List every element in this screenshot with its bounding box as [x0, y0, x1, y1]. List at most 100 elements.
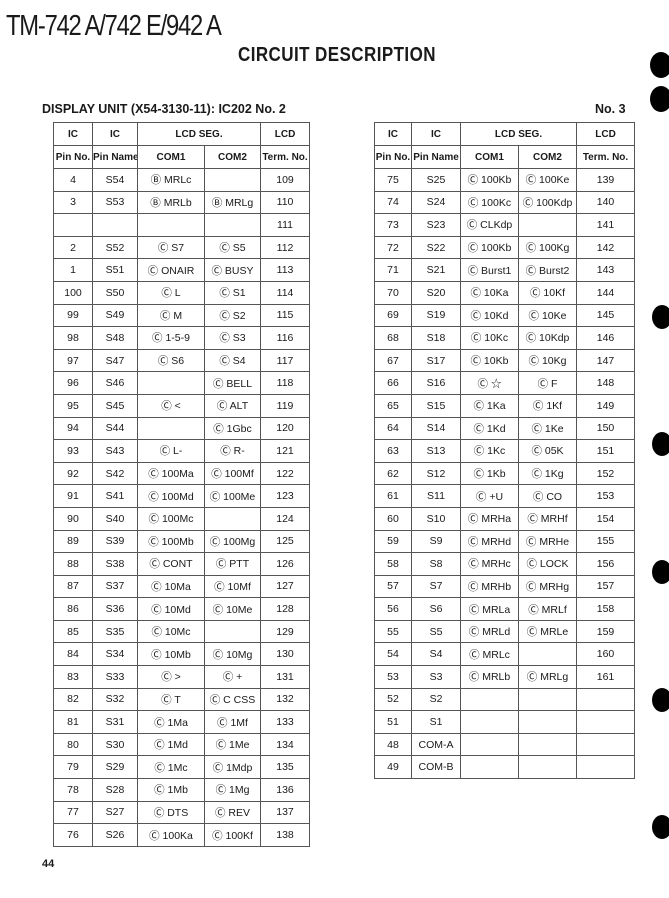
cell-pin-no: 100: [53, 280, 93, 305]
cell-com2: Ⓒ S5: [203, 235, 262, 260]
cell-com1: Ⓒ M: [137, 303, 205, 328]
ic202-table-no2: IC IC LCD SEG. LCD Pin No. Pin Name COM1…: [53, 122, 311, 847]
cell-pin-no: 61: [374, 484, 412, 508]
cell-com1: Ⓑ MRLc: [137, 168, 205, 192]
cell-term-no: 109: [260, 168, 311, 192]
cell-term-no: 128: [260, 597, 311, 621]
cell-pin-no: 96: [53, 371, 93, 395]
cell-com2: Ⓒ Burst2: [517, 258, 578, 282]
cell-pin-name: S54: [92, 168, 138, 192]
cell-com2: [517, 687, 578, 712]
table-row: 3 S53 Ⓑ MRLb Ⓑ MRLg 110: [53, 190, 311, 215]
table-row: 87 S37 Ⓒ 10Ma Ⓒ 10Mf 127: [53, 574, 311, 599]
cell-pin-no: 97: [53, 348, 93, 373]
cell-pin-name: S4: [411, 642, 461, 667]
cell-com2: [517, 755, 578, 780]
cell-pin-name: S32: [92, 687, 138, 712]
cell-pin-no: 55: [374, 619, 412, 644]
ic202-table-no3: IC IC LCD SEG. LCD Pin No. Pin Name COM1…: [374, 122, 636, 780]
cell-com2: Ⓒ 1Kg: [517, 461, 578, 486]
table-row: 2 S52 Ⓒ S7 Ⓒ S5 112: [53, 235, 311, 260]
table-row: 79 S29 Ⓒ 1Mc Ⓒ 1Mdp 135: [53, 755, 311, 780]
cell-com1: Ⓒ 100Ka: [137, 823, 205, 847]
cell-term-no: 158: [576, 597, 636, 621]
table-row: 82 S32 Ⓒ T Ⓒ C CSS 132: [53, 687, 311, 712]
cell-pin-name: S29: [92, 755, 138, 780]
table-row: 96 S46 Ⓒ BELL 118: [53, 371, 311, 395]
cell-pin-name: S13: [411, 439, 461, 463]
cell-term-no: 121: [260, 439, 311, 463]
cell-com2: Ⓒ MRHf: [517, 506, 578, 531]
cell-com2: Ⓒ MRLg: [517, 665, 578, 689]
cell-pin-name: S39: [92, 529, 138, 554]
col-pin-name: Pin Name: [92, 145, 138, 169]
table-row: 63 S13 Ⓒ 1Kc Ⓒ 05K 151: [374, 439, 636, 463]
cell-com1: Ⓒ 100Kc: [460, 190, 519, 215]
table-row: 81 S31 Ⓒ 1Ma Ⓒ 1Mf 133: [53, 710, 311, 734]
cell-com2: Ⓒ 10Kf: [517, 280, 578, 305]
cell-term-no: 132: [260, 687, 311, 712]
col-lcd: LCD: [260, 122, 311, 146]
cell-term-no: 143: [576, 258, 636, 282]
cell-com1: Ⓒ MRHd: [460, 529, 519, 554]
cell-pin-name: [92, 213, 138, 237]
section-title: CIRCUIT DESCRIPTION: [238, 44, 436, 66]
cell-pin-name: S43: [92, 439, 138, 463]
table-row: 97 S47 Ⓒ S6 Ⓒ S4 117: [53, 348, 311, 373]
cell-pin-no: 90: [53, 506, 93, 531]
cell-term-no: 133: [260, 710, 311, 734]
cell-pin-name: S41: [92, 484, 138, 508]
cell-term-no: 148: [576, 371, 636, 395]
cell-pin-name: S46: [92, 371, 138, 395]
cell-term-no: 114: [260, 280, 311, 305]
cell-com1: Ⓒ 1Ka: [460, 393, 519, 418]
col-lcd: LCD: [576, 122, 636, 146]
cell-term-no: 126: [260, 552, 311, 576]
cell-pin-name: S8: [411, 552, 461, 576]
cell-com1: Ⓒ <: [137, 393, 205, 418]
cell-pin-name: S30: [92, 732, 138, 757]
col-com1: COM1: [137, 145, 205, 169]
cell-com1: Ⓒ 100Kb: [460, 168, 519, 192]
cell-pin-no: 63: [374, 439, 412, 463]
cell-com1: Ⓒ ☆: [460, 371, 519, 395]
cell-pin-name: S17: [411, 348, 461, 373]
cell-pin-name: S21: [411, 258, 461, 282]
cell-term-no: 153: [576, 484, 636, 508]
cell-pin-no: 70: [374, 280, 412, 305]
table-row: 94 S44 Ⓒ 1Gbc 120: [53, 416, 311, 441]
cell-pin-no: 4: [53, 168, 93, 192]
cell-pin-name: S22: [411, 235, 461, 260]
cell-com1: Ⓑ MRLb: [137, 190, 205, 215]
cell-com2: Ⓒ 10Kg: [517, 348, 578, 373]
cell-pin-no: 73: [374, 213, 412, 237]
cell-com1: Ⓒ MRLa: [460, 597, 519, 621]
cell-term-no: 117: [260, 348, 311, 373]
cell-pin-no: 99: [53, 303, 93, 328]
cell-term-no: 131: [260, 665, 311, 689]
cell-pin-no: 91: [53, 484, 93, 508]
cell-com1: Ⓒ 1Md: [137, 732, 205, 757]
cell-term-no: [576, 755, 636, 780]
cell-com1: Ⓒ MRLc: [460, 642, 519, 667]
cell-com2: Ⓒ R-: [203, 439, 262, 463]
cell-pin-no: 65: [374, 393, 412, 418]
cell-com1: [137, 371, 205, 395]
cell-com1: Ⓒ 100Kb: [460, 235, 519, 260]
cell-com2: Ⓒ 100Mf: [203, 461, 262, 486]
cell-term-no: 134: [260, 732, 311, 757]
cell-pin-no: 85: [53, 619, 93, 644]
cell-term-no: [576, 732, 636, 757]
cell-com1: Ⓒ L-: [137, 439, 205, 463]
cell-pin-no: 89: [53, 529, 93, 554]
table-row: 66 S16 Ⓒ ☆ Ⓒ F 148: [374, 371, 636, 395]
cell-com2: Ⓒ 1Kf: [517, 393, 578, 418]
table-row: 88 S38 Ⓒ CONT Ⓒ PTT 126: [53, 552, 311, 576]
cell-com2: Ⓒ 1Gbc: [203, 416, 262, 441]
cell-com2: Ⓒ 1Mf: [203, 710, 262, 734]
table-row: 4 S54 Ⓑ MRLc 109: [53, 168, 311, 192]
cell-pin-name: S38: [92, 552, 138, 576]
col-ic: IC: [53, 122, 93, 146]
cell-com1: Ⓒ 10Md: [137, 597, 205, 621]
table-row: 48 COM-A: [374, 732, 636, 757]
